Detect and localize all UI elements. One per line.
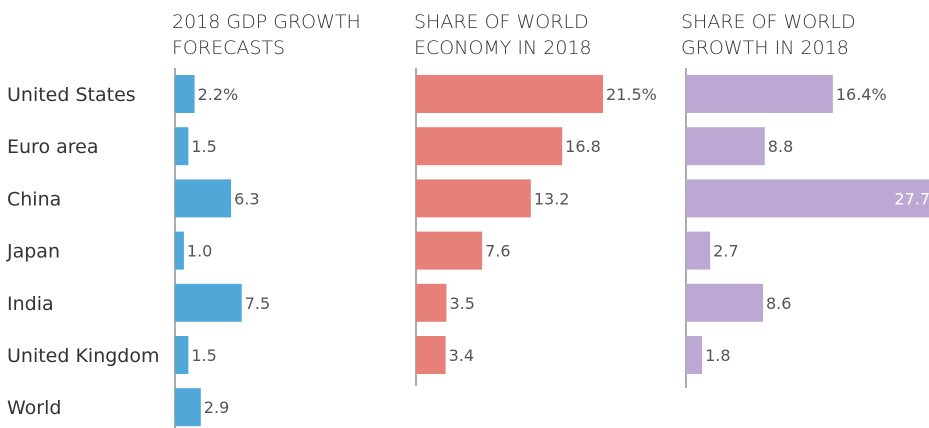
category-label-china: China xyxy=(7,188,61,210)
panel-1-bar-india xyxy=(175,283,242,322)
panel-2-value-label-japan: 7.6 xyxy=(485,242,510,261)
panel-1-bar-united-kingdom xyxy=(175,336,189,374)
category-label-united-kingdom: United Kingdom xyxy=(7,345,160,367)
panel-2-bar-china xyxy=(416,179,531,218)
panel-2-bar-india xyxy=(416,283,447,322)
panel-3-title-line-2: GROWTH IN 2018 xyxy=(681,37,849,59)
panel-2-value-label-euro-area: 16.8 xyxy=(565,137,601,156)
panel-3-bar-euro-area xyxy=(686,127,765,166)
category-label-euro-area: Euro area xyxy=(7,136,98,158)
panel-1-bar-euro-area xyxy=(175,127,189,166)
panel-1-bar-china xyxy=(175,179,232,218)
panel-1-bar-japan xyxy=(175,231,184,270)
panel-1-value-label-world: 2.9 xyxy=(204,398,229,417)
panel-3-bar-united-states xyxy=(686,75,833,113)
category-label-world: World xyxy=(7,397,61,419)
panel-1-title-line-2: FORECASTS xyxy=(172,37,285,59)
panel-1-value-label-euro-area: 1.5 xyxy=(191,137,216,156)
panel-3-bar-united-kingdom xyxy=(686,336,703,374)
panel-2: 21.5% 16.8 13.2 7.6 3.5 3.4 xyxy=(415,68,657,386)
panel-3-bar-japan xyxy=(686,231,711,270)
panel-3-value-label-china: 27.7 xyxy=(894,189,929,208)
panel-1-bar-world xyxy=(175,388,201,427)
panel-1: 2.2% 1.5 6.3 1.0 7.5 1.5 2.9 xyxy=(174,68,270,428)
panel-2-bar-japan xyxy=(416,231,483,270)
panel-3-value-label-united-kingdom: 1.8 xyxy=(705,346,730,365)
category-label-india: India xyxy=(7,293,54,315)
panel-3-bar-india xyxy=(686,283,764,322)
panel-3-value-label-japan: 2.7 xyxy=(713,242,738,261)
panel-2-bar-united-kingdom xyxy=(416,336,446,374)
category-label-united-states: United States xyxy=(7,84,136,106)
panel-2-title-line-1: SHARE OF WORLD xyxy=(414,11,589,33)
panel-2-value-label-india: 3.5 xyxy=(449,294,474,313)
panel-2-value-label-china: 13.2 xyxy=(534,189,570,208)
panel-1-value-label-japan: 1.0 xyxy=(187,242,212,261)
category-label-japan: Japan xyxy=(6,241,60,263)
panel-2-value-label-united-kingdom: 3.4 xyxy=(449,346,474,365)
panel-1-value-label-china: 6.3 xyxy=(234,189,259,208)
panel-1-value-label-united-kingdom: 1.5 xyxy=(191,346,216,365)
panel-1-bar-united-states xyxy=(175,75,195,113)
panel-3-value-label-india: 8.6 xyxy=(766,294,791,313)
panel-3-title-line-1: SHARE OF WORLD xyxy=(681,11,856,33)
panel-3-bar-china xyxy=(686,179,929,218)
panel-2-bar-united-states xyxy=(416,75,604,113)
panel-1-value-label-india: 7.5 xyxy=(245,294,270,313)
panel-1-value-label-united-states: 2.2% xyxy=(198,85,239,104)
panel-2-bar-euro-area xyxy=(416,127,563,166)
panel-3-value-label-euro-area: 8.8 xyxy=(768,137,793,156)
panel-2-value-label-united-states: 21.5% xyxy=(606,85,657,104)
panel-3-value-label-united-states: 16.4% xyxy=(836,85,887,104)
panel-1-title-line-1: 2018 GDP GROWTH xyxy=(172,11,361,33)
panel-3: 16.4% 8.8 27.7 2.7 8.6 1.8 xyxy=(685,68,929,388)
panel-2-title-line-2: ECONOMY IN 2018 xyxy=(414,37,592,59)
